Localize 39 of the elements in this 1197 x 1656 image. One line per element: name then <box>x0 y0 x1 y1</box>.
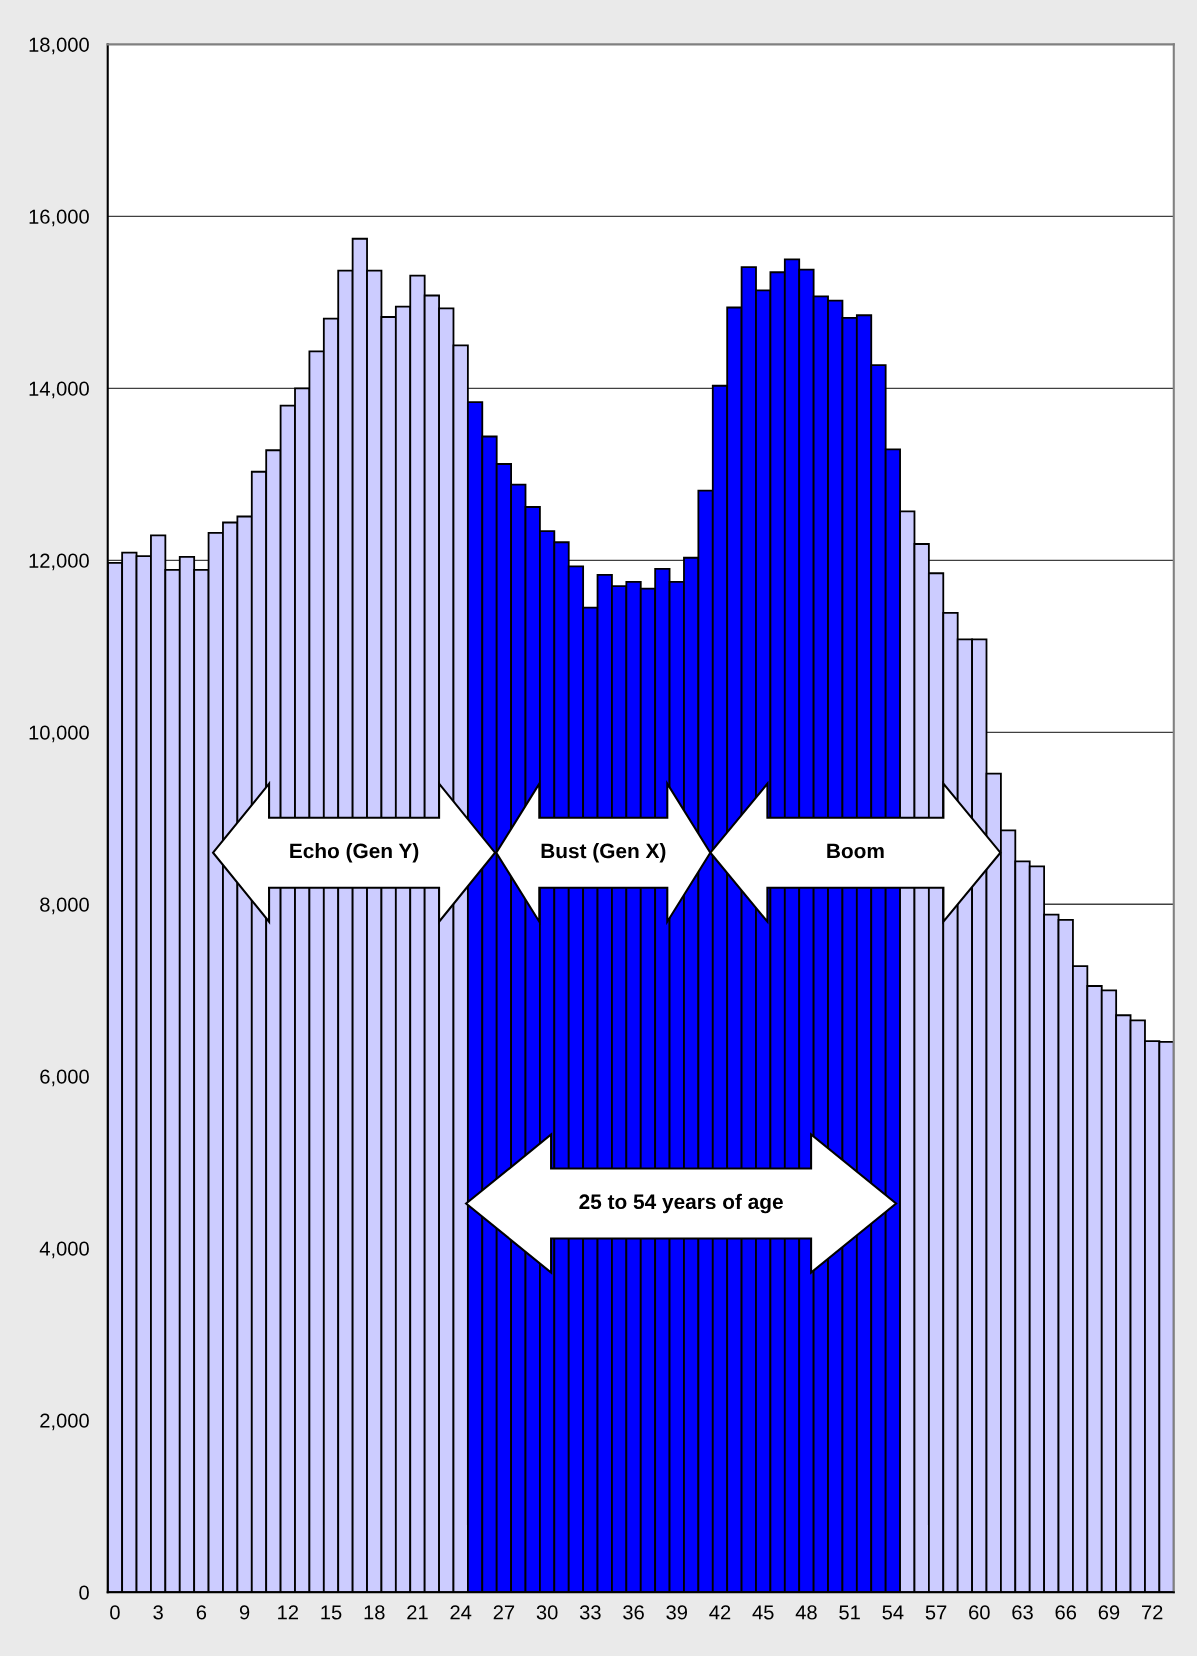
annotation: Bust (Gen X) <box>541 843 666 863</box>
x-tick-label: 9 <box>239 1605 250 1620</box>
y-tick-label: 10,000 <box>29 725 89 743</box>
annotation: 25 to 54 years of age <box>579 1193 783 1214</box>
x-tick-label: 66 <box>1055 1605 1077 1620</box>
y-tick-label: 12,000 <box>29 553 89 571</box>
y-tick-label: 4,000 <box>39 1241 89 1259</box>
x-tick-label: 18 <box>364 1605 385 1620</box>
x-tick-label: 69 <box>1098 1605 1120 1620</box>
x-tick-label: 12 <box>278 1605 298 1620</box>
x-tick-label: 72 <box>1142 1605 1163 1620</box>
annotation: Boom <box>827 843 884 859</box>
y-tick-label: 2,000 <box>40 1413 89 1431</box>
y-tick-label: 14,000 <box>29 381 89 399</box>
x-tick-label: 33 <box>579 1605 601 1620</box>
x-tick-label: 0 <box>110 1605 120 1620</box>
x-tick-label: 36 <box>623 1605 644 1620</box>
annotation: Echo (Gen Y) <box>290 843 419 863</box>
x-tick-label: 24 <box>450 1605 472 1620</box>
x-tick-label: 57 <box>925 1605 947 1620</box>
x-tick-label: 63 <box>1012 1605 1033 1620</box>
x-tick-label: 3 <box>153 1605 163 1620</box>
x-tick-label: 60 <box>969 1605 990 1620</box>
y-tick-label: 16,000 <box>29 209 89 227</box>
x-tick-label: 45 <box>752 1605 774 1620</box>
y-tick-label: 0 <box>79 1585 89 1600</box>
x-tick-label: 48 <box>795 1605 817 1620</box>
x-tick-label: 51 <box>839 1605 860 1620</box>
y-tick-label: 18,000 <box>29 37 89 55</box>
y-tick-label: 8,000 <box>40 897 89 915</box>
x-tick-label: 54 <box>882 1605 904 1620</box>
x-tick-label: 15 <box>321 1605 342 1620</box>
x-tick-label: 42 <box>709 1605 731 1620</box>
x-tick-label: 39 <box>666 1605 688 1620</box>
x-tick-label: 30 <box>536 1605 558 1620</box>
y-tick-label: 6,000 <box>40 1069 89 1087</box>
x-tick-label: 21 <box>407 1605 428 1620</box>
x-tick-label: 27 <box>493 1605 515 1620</box>
x-tick-label: 6 <box>196 1605 207 1620</box>
